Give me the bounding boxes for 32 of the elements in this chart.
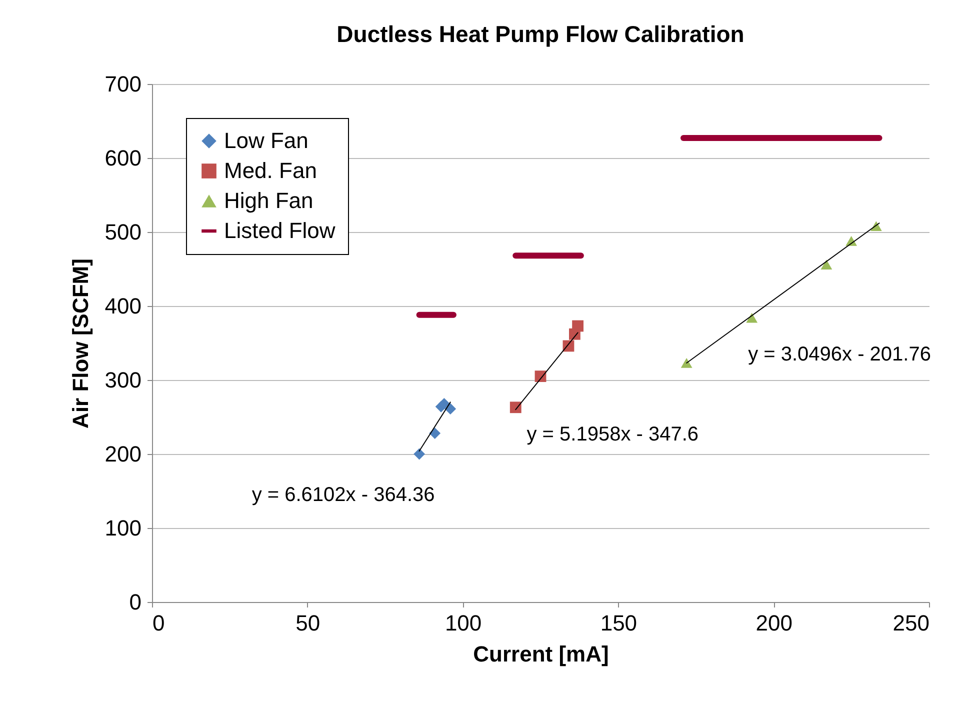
y-tick-label: 0 (129, 590, 142, 614)
x-tick-label: 100 (444, 610, 482, 636)
legend-label: Med. Fan (224, 158, 317, 183)
point (680, 358, 692, 368)
annotation: y = 6.6102x - 364.36 (252, 484, 435, 506)
annotation: y = 3.0496x - 201.76 (748, 343, 931, 366)
y-tick-label: 700 (104, 72, 142, 96)
x-tick-label: 0 (152, 610, 165, 636)
x-axis-title: Current [mA] (473, 642, 609, 666)
x-tick-label: 50 (296, 610, 320, 636)
y-tick-label: 500 (104, 220, 142, 244)
legend-label: High Fan (224, 188, 314, 213)
point (820, 260, 832, 270)
y-tick-label: 100 (104, 516, 142, 540)
point (414, 448, 425, 460)
legend-label: Listed Flow (224, 218, 336, 243)
point (429, 428, 441, 439)
point (510, 402, 522, 414)
point (438, 398, 450, 410)
x-tick-label: 150 (600, 610, 638, 636)
x-tick-label: 200 (756, 610, 792, 636)
y-tick-label: 600 (104, 146, 142, 170)
y-tick-label: 400 (104, 294, 142, 318)
y-tick-label: 200 (104, 442, 142, 466)
legend-label: Low Fan (224, 128, 308, 153)
y-tick-label: 300 (104, 368, 142, 392)
x-tick-label: 250 (892, 610, 930, 636)
y-axis-title: Air Flow [SCFM] (68, 258, 93, 428)
annotation: y = 5.1958x - 347.6 (526, 424, 699, 446)
point (746, 312, 758, 323)
point (572, 320, 584, 332)
chart-title: Ductless Heat Pump Flow Calibration (336, 21, 744, 47)
